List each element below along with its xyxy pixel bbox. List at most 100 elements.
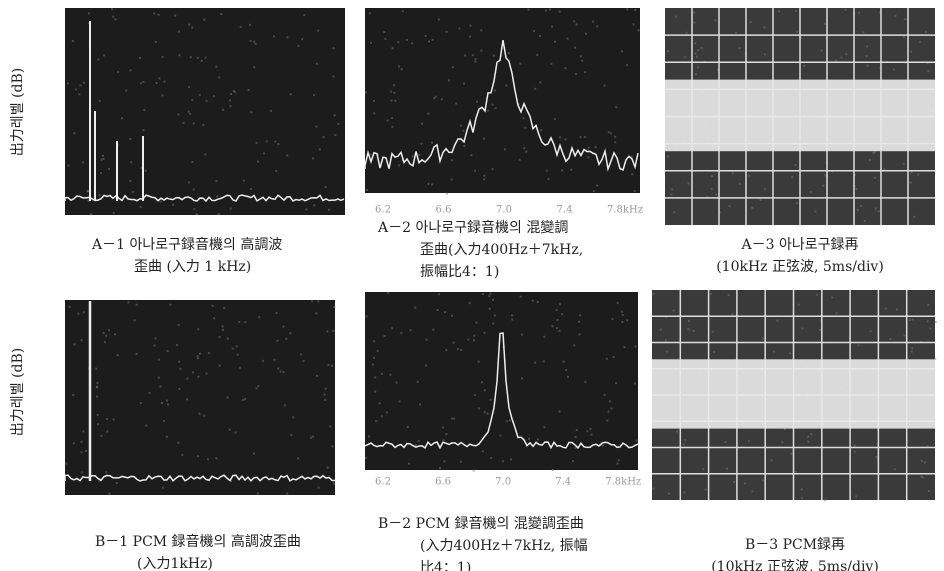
photo-background [65,300,335,495]
photo-noise [222,109,224,111]
photo-noise [117,354,119,356]
photo-noise [773,351,775,353]
photo-noise [487,413,489,415]
photo-noise [545,9,547,11]
photo-noise [587,156,589,158]
photo-noise [634,9,636,11]
photo-noise [693,330,695,332]
photo-noise [223,307,225,309]
photo-noise [576,23,578,25]
photo-noise [391,327,393,329]
photo-noise [97,59,99,61]
photo-noise [373,340,375,342]
photo-noise [686,32,688,34]
photo-noise [79,84,81,86]
photo-noise [334,114,336,116]
photo-noise [169,304,171,306]
photo-noise [539,81,541,83]
photo-noise [546,170,548,172]
photo-noise [82,162,84,164]
frequency-tick-label: 6.6 [436,205,452,216]
photo-noise [778,11,780,13]
photo-noise [492,168,494,170]
photo-noise [807,436,809,438]
photo-noise [400,332,402,334]
caption-line: (入力1kHz) [137,556,213,571]
photo-noise [653,488,655,490]
photo-noise [451,159,453,161]
photo-noise [816,294,818,296]
photo-noise [548,178,550,180]
photo-noise [411,42,413,44]
photo-noise [592,21,594,23]
photo-noise [428,183,430,185]
photo-noise [100,172,102,174]
photo-noise [161,94,163,96]
photo-noise [275,170,277,172]
photo-noise [145,425,147,427]
photo-noise [113,212,115,214]
photo-noise [96,386,98,388]
photo-noise [333,306,335,308]
photo-noise [206,373,208,375]
photo-noise [219,365,221,367]
photo-noise [158,377,160,379]
photo-noise [551,325,553,327]
photo-noise [935,321,937,323]
photo-noise [622,314,624,316]
photo-noise [860,205,862,207]
photo [652,290,937,501]
photo-noise [244,398,246,400]
photo-noise [520,296,522,298]
photo-noise [537,438,539,440]
photo-noise [229,99,231,101]
photo-noise [125,89,127,91]
photo-noise [493,54,495,56]
photo-noise [445,433,447,435]
photo-noise [332,75,334,77]
photo-noise [660,329,662,331]
photo-noise [854,451,856,453]
photo-noise [564,139,566,141]
photo-noise [67,165,69,167]
photo-noise [419,403,421,405]
photo-noise [255,43,257,45]
photo-noise [204,153,206,155]
photo-noise [73,442,75,444]
photo-noise [495,107,497,109]
photo-noise [463,145,465,147]
photo-noise [511,318,513,320]
photo-noise [156,82,158,84]
photo-noise [372,363,374,365]
photo-noise [220,13,222,15]
photo-noise [635,346,637,348]
photo-noise [872,152,874,154]
photo-noise [473,339,475,341]
frequency-tick-label: 6.2 [375,477,391,488]
photo-noise [401,68,403,70]
photo-noise [854,444,856,446]
photo-noise [277,143,279,145]
photo-noise [927,320,929,322]
photo-noise [567,38,569,40]
photo-noise [273,35,275,37]
scope-trace [652,359,935,428]
photo-noise [876,456,878,458]
photo-noise [712,331,714,333]
photo-noise [866,55,868,57]
photo-noise [732,172,734,174]
photo-noise [735,32,737,34]
photo-noise [579,333,581,335]
photo-noise [444,311,446,313]
photo-noise [325,388,327,390]
photo-noise [373,100,375,102]
photo-noise [140,206,142,208]
photo-noise [199,353,201,355]
photo-noise [878,210,880,212]
photo-noise [108,329,110,331]
photo [665,8,935,225]
photo-noise [494,90,496,92]
photo-noise [912,318,914,320]
photo-noise [325,186,327,188]
photo-noise [192,371,194,373]
